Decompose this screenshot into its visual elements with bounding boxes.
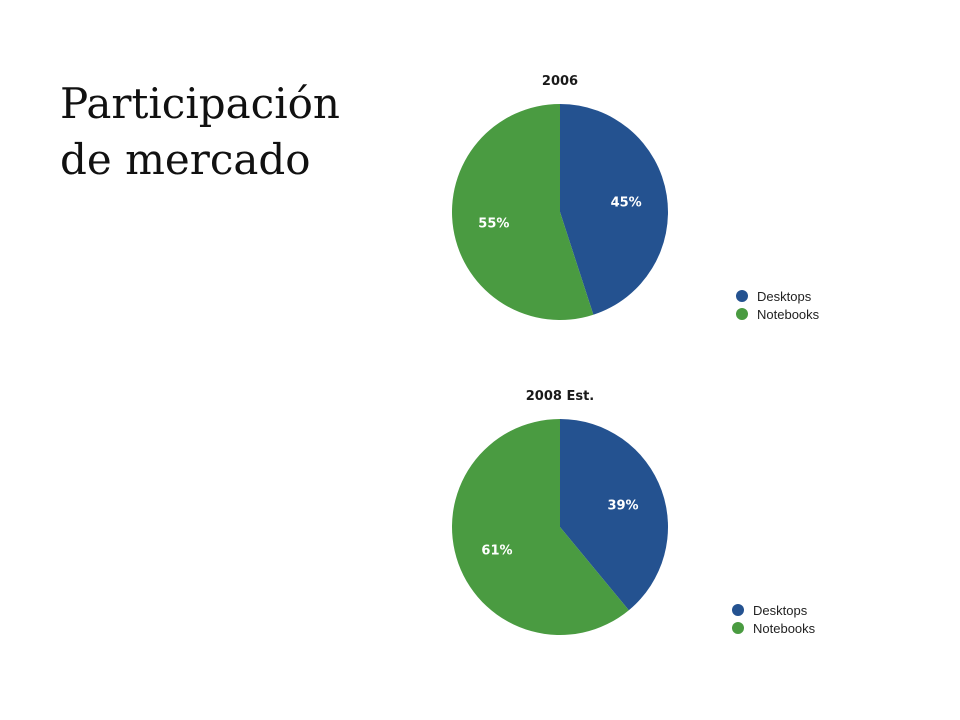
chart-title: 2006 bbox=[541, 74, 579, 89]
title-line-2: de mercado bbox=[60, 135, 311, 184]
legend-item-notebooks: Notebooks bbox=[736, 305, 819, 323]
legend-item-desktops: Desktops bbox=[732, 601, 815, 619]
chart-legend: Desktops Notebooks bbox=[732, 601, 815, 637]
pie-svg: 45% 55% bbox=[452, 104, 669, 320]
pie-svg: 39% 61% bbox=[452, 419, 668, 635]
legend-label: Desktops bbox=[757, 288, 812, 304]
data-label-desktops: 39% bbox=[607, 498, 638, 513]
legend-label: Notebooks bbox=[757, 306, 820, 322]
pie-chart-2006: 2006 45% 55% Desktops Notebooks bbox=[440, 70, 840, 350]
title-line-1: Participación bbox=[60, 79, 340, 128]
pie-chart-2008-est: 2008 Est. 39% 61% Desktops Notebooks bbox=[440, 385, 840, 665]
chart-legend: Desktops Notebooks bbox=[736, 287, 819, 323]
legend-swatch-notebooks bbox=[732, 622, 744, 634]
data-label-notebooks: 55% bbox=[478, 216, 509, 231]
legend-label: Notebooks bbox=[753, 620, 816, 636]
pie-slice-notebooks bbox=[452, 419, 629, 635]
pie-slice-desktops bbox=[560, 104, 669, 315]
legend-label: Desktops bbox=[753, 602, 808, 618]
pie-slice-desktops bbox=[560, 419, 668, 611]
legend-swatch-desktops bbox=[736, 290, 748, 302]
pie-slice-notebooks bbox=[452, 104, 594, 320]
legend-item-notebooks: Notebooks bbox=[732, 619, 815, 637]
legend-item-desktops: Desktops bbox=[736, 287, 819, 305]
chart-title: 2008 Est. bbox=[525, 389, 595, 404]
legend-swatch-desktops bbox=[732, 604, 744, 616]
page-title: Participación de mercado bbox=[60, 76, 390, 188]
data-label-desktops: 45% bbox=[611, 196, 642, 211]
legend-swatch-notebooks bbox=[736, 308, 748, 320]
data-label-notebooks: 61% bbox=[481, 544, 512, 559]
